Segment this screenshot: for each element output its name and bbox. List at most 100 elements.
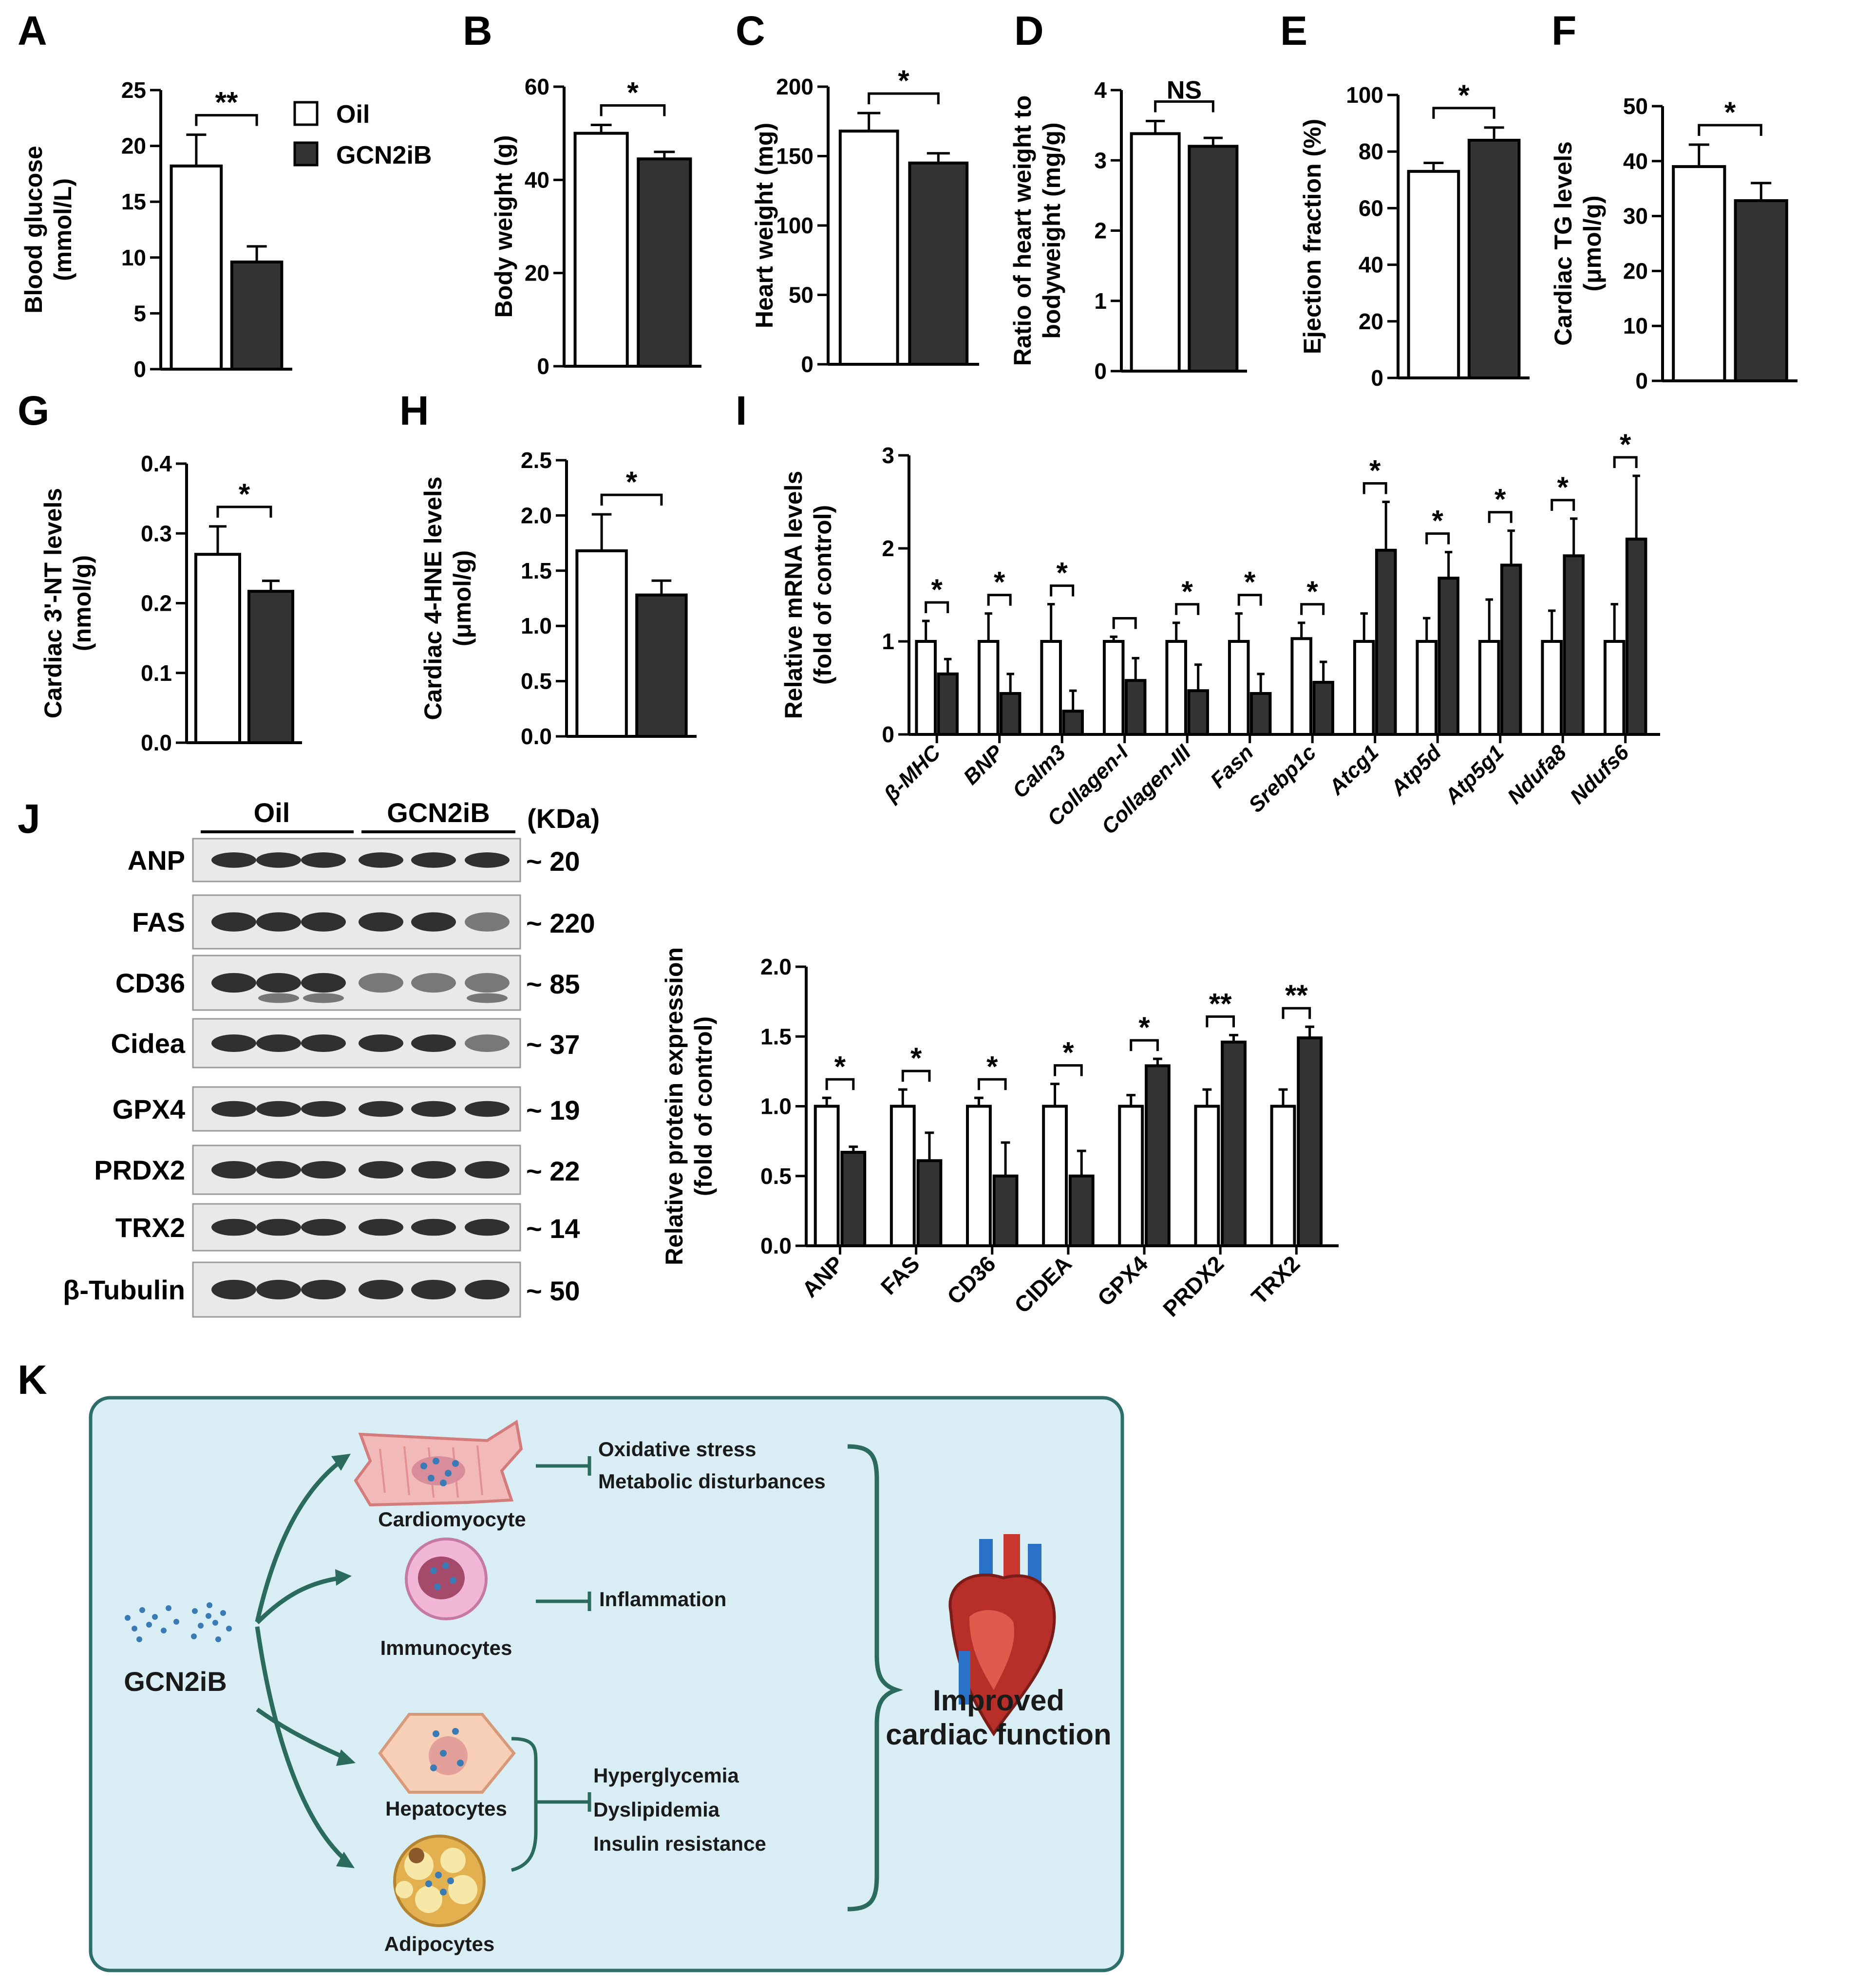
bar-gcn2ib [1467,138,1521,379]
y-tick-label: 100 [776,213,813,238]
cell-label-immuno: Immunocytes [380,1636,512,1659]
significance-label: * [1057,557,1068,589]
blot-band [256,1279,301,1300]
bar-gcn2ib [840,1151,867,1247]
x-tick-label: BNP [959,740,1008,789]
cardiomyocyte-icon [354,1420,523,1507]
chart-j: 0.0 0.5 1.0 1.5 2.0 Relative protein expressi… [661,947,1339,1322]
y-tick-label: 2 [1094,218,1107,244]
panel-letter-k: K [18,1357,47,1403]
blot-band [211,1034,256,1052]
y-tick-label: 1 [1094,288,1107,314]
blot-band [465,1161,510,1179]
y-axis-label-line: Relative mRNA levels [780,471,807,719]
bar-oil [1118,1105,1144,1247]
bar-gcn2ib [635,593,688,738]
bar-gcn2ib [1438,577,1459,736]
y-tick-label: 0 [882,722,894,747]
blot-kda-label: ~ 22 [526,1156,580,1186]
panel-B: B 0 20 40 60 Body weight (g) * [463,8,701,379]
blot-band [301,1219,346,1236]
bar-oil [1290,637,1312,736]
bar-gcn2ib [1500,563,1522,736]
blot-kda-label: ~ 50 [526,1275,580,1306]
blot-band [301,1101,346,1117]
significance-bracket [1551,499,1575,511]
significance-label: NS [1167,76,1202,104]
y-axis-label-line: Cardiac 4-HNE levels [419,476,447,720]
y-axis-label-line: Heart weight (mg) [751,123,778,328]
cell-label-hepato: Hepatocytes [385,1797,507,1820]
y-tick-label: 40 [1623,149,1648,174]
y-tick-label: 80 [1359,139,1383,164]
bar-oil [838,130,899,366]
chart-e: 0 20 40 60 80 100 Ejection fraction (%) * [1299,79,1530,391]
blot-band [301,852,346,868]
bar-oil [1672,165,1726,382]
arrow-cardio [255,1459,342,1623]
y-tick-label: 40 [525,167,549,192]
hepatocyte-icon [378,1713,516,1794]
blot-row-label: FAS [132,907,185,938]
y-axis-label-line: Cardiac 3'-NT levels [39,488,67,718]
y-tick-label: 0 [1635,368,1648,394]
y-tick-label: 0.0 [760,1233,792,1258]
significance-label: * [1369,454,1381,487]
y-tick-label: 20 [1359,309,1383,334]
y-tick-label: 0.0 [521,724,552,749]
blot-band [359,1219,403,1236]
y-axis-label-line: Ejection fraction (%) [1299,119,1326,354]
bar-gcn2ib [937,672,959,736]
blot-band [359,1101,403,1117]
y-tick-label: 20 [121,133,146,159]
x-tick-label: CD36 [942,1251,1001,1309]
y-tick-label: 50 [789,282,813,308]
immunocyte-icon [405,1538,488,1620]
effect-inflammation: Inflammation [599,1588,726,1611]
y-axis-label-line: (fold of control) [809,505,836,685]
y-tick-label: 4 [1094,77,1107,103]
diagram-background [89,1396,1124,1972]
significance-label: * [626,466,638,498]
bar-gcn2ib [637,157,692,368]
x-tick-label: Fasn [1206,740,1258,792]
blot-band [359,1034,403,1052]
bar-oil [813,1105,840,1247]
y-tick-label: 0.3 [141,521,172,546]
bar-gcn2ib [1221,1040,1247,1247]
panel-E: E 0 20 40 60 80 100 Ejection fraction (%) * [1280,8,1530,391]
blot-band [465,1279,510,1300]
significance-bracket [1362,482,1387,494]
blot-band [211,1161,256,1179]
blot-kda-label: ~ 20 [526,846,580,877]
effect-oxidative: Oxidative stress [598,1438,757,1461]
y-axis-label-line: (nmol/g) [69,555,96,651]
panel-C: C 0 50 100 150 200 Heart weight (mg) * [736,8,979,377]
bar-oil [1407,169,1460,379]
blot-band [359,1279,403,1300]
significance-bracket [1175,603,1200,615]
significance-label: * [1620,428,1631,461]
blot-band [301,973,346,993]
drug-dots-icon [125,1602,232,1642]
y-tick-label: 1.0 [521,613,552,638]
arrows [255,1459,347,1862]
blot-kda-label: ~ 220 [526,908,595,938]
drug-label: GCN2iB [124,1666,227,1697]
y-tick-label: 1.5 [760,1024,792,1049]
panel-H: H 0.0 0.5 1.0 1.5 2.0 2.5 Cardiac 4-HNE levels… [399,388,697,749]
significance-label: * [627,76,639,109]
bar-oil [1478,640,1500,736]
y-axis-label-line: Ratio of heart weight to [1009,95,1036,366]
effect-dyslipidemia: Dyslipidemia [593,1798,720,1821]
blot-band [411,852,456,868]
bar-oil [977,640,1000,736]
significance-label: * [1432,505,1444,537]
cell-label-cardio: Cardiomyocyte [378,1508,526,1531]
x-tick-label: Ndufa8 [1503,740,1571,808]
bar-oil [1228,640,1250,736]
chart-i: 0 1 2 3 Relative mRNA levels (fold of control… [780,428,1660,839]
y-axis-label: Relative mRNA levels (fold of control) [780,471,836,719]
bar-gcn2ib [1144,1064,1171,1248]
significance-bracket [1488,511,1513,523]
